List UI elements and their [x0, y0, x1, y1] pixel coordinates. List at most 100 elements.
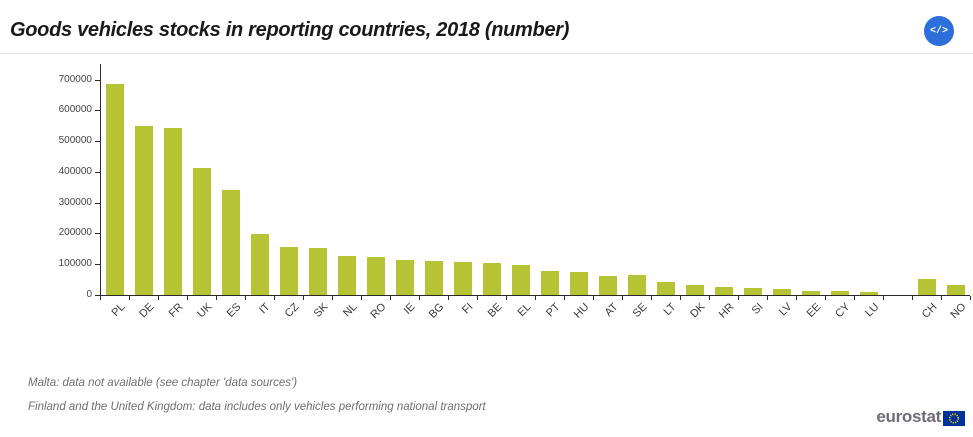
embed-code-button[interactable]: </>	[924, 16, 954, 46]
header-divider	[0, 53, 973, 54]
x-axis-tick	[390, 296, 391, 300]
y-axis-tick-label: 100000	[58, 258, 92, 270]
y-axis-tick	[95, 110, 100, 112]
y-axis-tick	[95, 233, 100, 235]
x-axis-label-CZ: CZ	[282, 301, 301, 320]
x-axis-tick	[796, 296, 797, 300]
x-axis-tick	[100, 296, 101, 300]
y-axis-tick	[95, 141, 100, 143]
x-axis-tick	[825, 296, 826, 300]
bar-PL[interactable]	[105, 84, 124, 295]
x-axis-label-UK: UK	[194, 301, 214, 321]
x-axis-tick	[158, 296, 159, 300]
y-axis-tick-label: 300000	[58, 196, 92, 208]
bar-EE[interactable]	[801, 290, 820, 295]
bar-SK[interactable]	[308, 247, 327, 295]
bar-BE[interactable]	[482, 262, 501, 295]
bar-FI[interactable]	[453, 261, 472, 295]
bar-DE[interactable]	[134, 125, 153, 295]
x-axis-tick	[738, 296, 739, 300]
bar-CH[interactable]	[917, 278, 936, 295]
bar-HR[interactable]	[714, 286, 733, 295]
eu-flag-icon	[943, 411, 965, 426]
x-axis-line	[100, 295, 970, 296]
x-axis-label-BE: BE	[485, 301, 504, 320]
bar-PT[interactable]	[540, 270, 559, 295]
bar-CZ[interactable]	[279, 246, 298, 295]
bar-DK[interactable]	[685, 284, 704, 295]
x-axis-label-IE: IE	[401, 301, 417, 317]
x-axis-tick	[883, 296, 884, 300]
bar-NO[interactable]	[946, 285, 965, 295]
bar-ES[interactable]	[221, 190, 240, 295]
x-axis-label-AT: AT	[602, 301, 620, 319]
bar-FR[interactable]	[163, 127, 182, 295]
y-axis-tick-label: 200000	[58, 227, 92, 239]
bar-SE[interactable]	[627, 274, 646, 295]
x-axis-label-PL: PL	[108, 301, 127, 320]
x-axis-tick	[709, 296, 710, 300]
y-axis-tick-label: 0	[86, 289, 92, 300]
x-axis-label-PT: PT	[543, 301, 562, 320]
x-axis-label-LT: LT	[660, 301, 678, 318]
y-axis-tick	[95, 295, 100, 296]
x-axis-label-NL: NL	[340, 301, 359, 320]
y-axis-tick	[95, 202, 100, 204]
x-axis-label-LU: LU	[862, 301, 881, 320]
x-axis-tick	[622, 296, 623, 300]
x-axis-tick	[477, 296, 478, 300]
x-axis-label-RO: RO	[367, 301, 388, 322]
bar-NL[interactable]	[337, 255, 356, 295]
bar-AT[interactable]	[598, 275, 617, 295]
bar-LV[interactable]	[772, 289, 791, 295]
bar-RO[interactable]	[366, 256, 385, 295]
x-axis-tick	[651, 296, 652, 300]
x-axis-label-EL: EL	[514, 301, 533, 320]
x-axis-label-FI: FI	[459, 301, 475, 317]
bar-LU[interactable]	[859, 292, 878, 295]
x-axis-tick	[216, 296, 217, 300]
x-axis-tick	[535, 296, 536, 300]
x-axis-tick	[506, 296, 507, 300]
x-axis-label-SI: SI	[749, 301, 765, 317]
eurostat-wordmark: eurostat	[876, 407, 941, 426]
x-axis-label-CY: CY	[832, 301, 852, 321]
x-axis-label-FR: FR	[166, 301, 185, 320]
x-axis-label-HR: HR	[716, 301, 736, 321]
bar-IE[interactable]	[395, 259, 414, 295]
x-axis-label-IT: IT	[256, 301, 272, 317]
bar-EL[interactable]	[511, 265, 530, 295]
x-axis-tick	[303, 296, 304, 300]
x-axis-tick	[448, 296, 449, 300]
bar-BG[interactable]	[424, 261, 443, 295]
x-axis-label-CH: CH	[919, 301, 939, 321]
x-axis-tick	[912, 296, 913, 300]
x-axis-label-SK: SK	[311, 301, 330, 320]
x-axis-label-SE: SE	[630, 301, 649, 320]
x-axis-tick	[332, 296, 333, 300]
x-axis-label-NO: NO	[947, 301, 968, 322]
x-axis-tick	[274, 296, 275, 300]
x-axis-label-DE: DE	[136, 301, 156, 321]
y-axis-tick-label: 500000	[58, 135, 92, 147]
x-axis-tick	[593, 296, 594, 300]
footnote-malta: Malta: data not available (see chapter '…	[28, 377, 298, 389]
x-axis-tick	[941, 296, 942, 300]
x-axis-label-HU: HU	[571, 301, 591, 321]
x-axis-tick	[129, 296, 130, 300]
y-axis-tick	[95, 171, 100, 173]
x-axis-tick	[361, 296, 362, 300]
bar-HU[interactable]	[569, 272, 588, 295]
bar-SI[interactable]	[743, 287, 762, 295]
x-axis-tick	[970, 296, 971, 300]
x-axis-tick	[187, 296, 188, 300]
bar-CY[interactable]	[830, 291, 849, 295]
bar-IT[interactable]	[250, 234, 269, 295]
y-axis-tick-label: 700000	[58, 73, 92, 85]
bar-UK[interactable]	[192, 168, 211, 295]
footnote-fi-uk: Finland and the United Kingdom: data inc…	[28, 401, 486, 413]
bar-LT[interactable]	[656, 281, 675, 295]
x-axis-tick	[854, 296, 855, 300]
eurostat-logo: eurostat	[876, 407, 965, 427]
